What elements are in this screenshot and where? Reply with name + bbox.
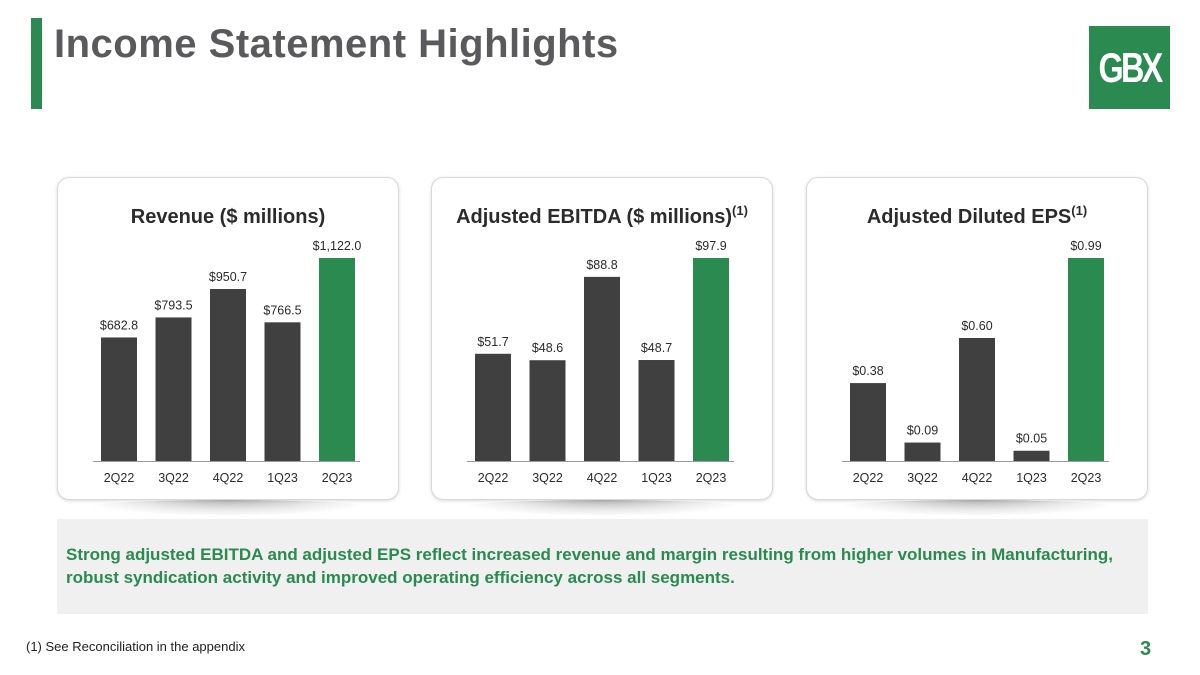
bar	[638, 360, 675, 461]
card-shadow	[83, 500, 373, 516]
title-accent-bar	[31, 18, 42, 109]
data-label: $0.60	[961, 319, 992, 333]
x-tick-label: 2Q23	[696, 471, 727, 485]
chart-title-footnote-marker: (1)	[732, 203, 748, 218]
x-tick-label: 2Q22	[853, 471, 884, 485]
logo-text: GBX	[1098, 43, 1163, 91]
page-number: 3	[1140, 638, 1152, 660]
x-tick-label: 2Q23	[1071, 471, 1102, 485]
x-tick-label: 3Q22	[158, 471, 189, 485]
x-tick-label: 1Q23	[267, 471, 298, 485]
bar	[529, 360, 566, 461]
bar	[850, 383, 886, 461]
data-label: $0.38	[852, 364, 883, 378]
callout-text: Strong adjusted EBITDA and adjusted EPS …	[66, 545, 1113, 587]
ebitda-chart-title: Adjusted EBITDA ($ millions)(1)	[431, 203, 773, 229]
company-logo: GBX	[1089, 26, 1170, 109]
adjusted-ebitda-chart: $51.7 2Q22 $48.6 3Q22 $88.8 4Q22 $48.7 1Q23 $97.…	[467, 239, 734, 485]
x-tick-label: 2Q23	[322, 471, 353, 485]
page-title: Income Statement Highlights	[54, 22, 619, 66]
x-tick-label: 4Q22	[962, 471, 993, 485]
x-tick-label: 4Q22	[587, 471, 618, 485]
data-label: $793.5	[154, 298, 192, 312]
revenue-chart: $682.8 2Q22 $793.5 3Q22 $950.7 4Q22 $766.5 1Q23…	[93, 239, 362, 485]
eps-chart-title: Adjusted Diluted EPS(1)	[806, 203, 1148, 229]
card-shadow	[457, 500, 747, 516]
data-label: $0.05	[1016, 432, 1047, 446]
chart-title-text: Adjusted Diluted EPS	[866, 206, 1072, 228]
bar	[210, 288, 246, 461]
data-label: $0.09	[907, 424, 938, 438]
data-label: $48.6	[532, 341, 563, 355]
data-label: $682.8	[100, 318, 138, 332]
bar	[584, 276, 620, 461]
data-label: $48.7	[641, 341, 672, 355]
data-label: $950.7	[209, 270, 247, 284]
data-label: $88.8	[586, 258, 617, 272]
x-tick-label: 2Q22	[104, 471, 135, 485]
bar	[693, 258, 729, 461]
data-label: $0.99	[1070, 239, 1101, 253]
bar	[155, 317, 192, 461]
adjusted-eps-chart: $0.38 2Q22 $0.09 3Q22 $0.60 4Q22 $0.05 1Q23 $0.9…	[842, 239, 1109, 485]
data-label: $51.7	[477, 335, 508, 349]
bar	[101, 337, 137, 461]
x-tick-label: 2Q22	[478, 471, 509, 485]
revenue-chart-title: Revenue ($ millions)	[57, 203, 399, 229]
x-tick-label: 3Q22	[907, 471, 938, 485]
data-label: $1,122.0	[313, 239, 362, 253]
bar	[1068, 258, 1104, 461]
x-tick-label: 1Q23	[1016, 471, 1047, 485]
x-tick-label: 1Q23	[641, 471, 672, 485]
footnote: (1) See Reconciliation in the appendix	[26, 639, 245, 654]
x-tick-label: 4Q22	[213, 471, 244, 485]
bar	[319, 258, 355, 461]
data-label: $766.5	[263, 303, 301, 317]
data-label: $97.9	[695, 239, 726, 253]
chart-title-footnote-marker: (1)	[1071, 203, 1088, 218]
card-shadow	[832, 500, 1122, 516]
bar	[904, 442, 941, 461]
bar	[1013, 450, 1050, 461]
chart-title-text: Revenue ($ millions)	[130, 206, 326, 228]
bar	[264, 322, 301, 461]
bar	[959, 337, 995, 461]
highlight-callout: Strong adjusted EBITDA and adjusted EPS …	[57, 519, 1148, 614]
x-tick-label: 3Q22	[532, 471, 563, 485]
chart-title-text: Adjusted EBITDA ($ millions)	[456, 206, 733, 228]
bar	[475, 353, 511, 461]
